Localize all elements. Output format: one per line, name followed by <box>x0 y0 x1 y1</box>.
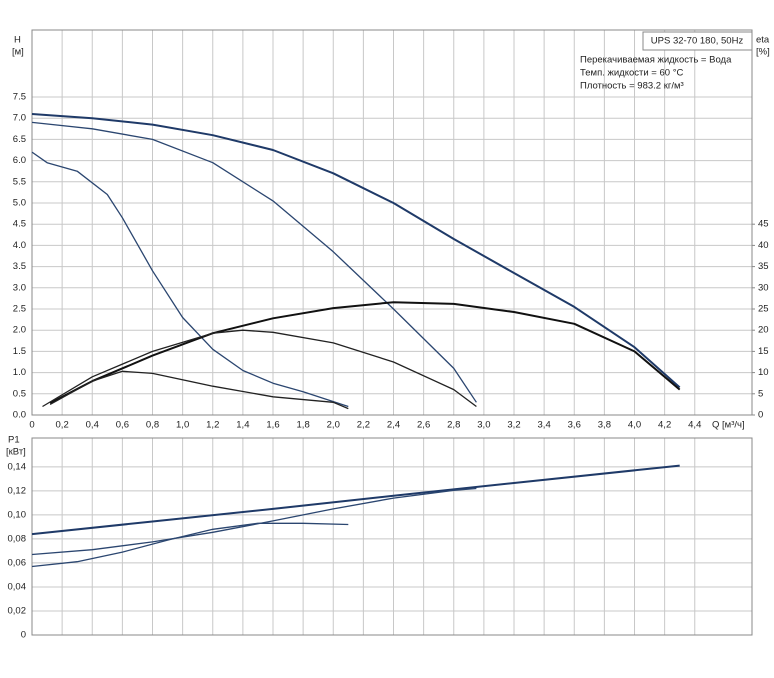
x-axis-label: Q [м³/ч] <box>712 420 745 431</box>
y2-axis-unit: [%] <box>756 47 770 58</box>
y-tick-label: 0.0 <box>13 410 26 421</box>
x-tick-label: 1,0 <box>176 420 189 431</box>
curve <box>31 522 349 568</box>
x-tick-label: 4,2 <box>658 420 671 431</box>
y-tick-label: 7.0 <box>13 113 26 124</box>
x-tick-label: 3,0 <box>477 420 490 431</box>
y-tick-label: 2.0 <box>13 325 26 336</box>
x-tick-label: 4,4 <box>688 420 701 431</box>
curve <box>31 487 477 556</box>
x-tick-label: 1,6 <box>266 420 279 431</box>
annotation: Темп. жидкости = 60 °C <box>580 68 683 79</box>
y-tick-label: 7.5 <box>13 92 26 103</box>
x-tick-label: 0,6 <box>116 420 129 431</box>
y-tick-label: 4.0 <box>13 240 26 251</box>
y-tick-label: 4.5 <box>13 219 26 230</box>
y2-tick-label: 35 <box>758 261 769 272</box>
curve <box>31 464 680 536</box>
x-tick-label: 2,0 <box>327 420 340 431</box>
y2-tick-label: 10 <box>758 367 769 378</box>
y-tick-label: 5.5 <box>13 176 26 187</box>
y-tick-label: 1.0 <box>13 367 26 378</box>
y2-tick-label: 40 <box>758 240 769 251</box>
curve <box>49 370 349 410</box>
curve <box>31 113 681 389</box>
x-tick-label: 1,2 <box>206 420 219 431</box>
x-tick-label: 0,8 <box>146 420 159 431</box>
x-tick-label: 0,4 <box>86 420 99 431</box>
y2-tick-label: 0 <box>758 410 763 421</box>
curve <box>31 121 477 403</box>
y-tick-label: 0 <box>21 630 26 641</box>
y-tick-label: 6.0 <box>13 155 26 166</box>
y-tick-label: 6.5 <box>13 134 26 145</box>
y-axis-unit: [кВт] <box>6 447 26 458</box>
y2-tick-label: 45 <box>758 219 769 230</box>
y-axis-label: H <box>14 35 21 46</box>
x-tick-label: 0,2 <box>56 420 69 431</box>
y-tick-label: 5.0 <box>13 198 26 209</box>
curve <box>49 301 681 404</box>
chart-title: UPS 32-70 180, 50Hz <box>651 36 744 47</box>
x-tick-label: 3,6 <box>568 420 581 431</box>
y-tick-label: 0,14 <box>8 461 27 472</box>
x-tick-label: 2,4 <box>387 420 400 431</box>
y2-tick-label: 5 <box>758 388 763 399</box>
y-tick-label: 0,06 <box>8 557 27 568</box>
annotation: Плотность = 983.2 кг/м³ <box>580 81 684 92</box>
x-tick-label: 4,0 <box>628 420 641 431</box>
y-tick-label: 2.5 <box>13 304 26 315</box>
x-tick-label: 2,6 <box>417 420 430 431</box>
x-tick-label: 1,8 <box>297 420 310 431</box>
y2-tick-label: 20 <box>758 325 769 336</box>
plot-frame <box>31 29 753 416</box>
y-axis-unit: [м] <box>12 47 24 58</box>
y-tick-label: 3.5 <box>13 261 26 272</box>
y-tick-label: 0.5 <box>13 388 26 399</box>
curve <box>31 151 349 408</box>
x-tick-label: 3,2 <box>507 420 520 431</box>
x-tick-label: 1,4 <box>236 420 249 431</box>
curve <box>42 329 477 408</box>
y-tick-label: 0,12 <box>8 485 27 496</box>
x-tick-label: 0 <box>29 420 34 431</box>
plot-frame <box>31 437 753 636</box>
annotation: Перекачиваемая жидкость = Вода <box>580 55 732 66</box>
y-tick-label: 0,04 <box>8 581 27 592</box>
x-tick-label: 2,8 <box>447 420 460 431</box>
y2-tick-label: 15 <box>758 346 769 357</box>
y2-axis-label: eta <box>756 35 770 46</box>
y-tick-label: 0,02 <box>8 605 27 616</box>
y-tick-label: 3.0 <box>13 282 26 293</box>
y-tick-label: 1.5 <box>13 346 26 357</box>
y2-tick-label: 30 <box>758 282 769 293</box>
y-tick-label: 0,08 <box>8 533 27 544</box>
y-axis-label: P1 <box>8 435 20 446</box>
y-tick-label: 0,10 <box>8 509 27 520</box>
x-tick-label: 3,8 <box>598 420 611 431</box>
x-tick-label: 3,4 <box>538 420 551 431</box>
x-tick-label: 2,2 <box>357 420 370 431</box>
y2-tick-label: 25 <box>758 304 769 315</box>
